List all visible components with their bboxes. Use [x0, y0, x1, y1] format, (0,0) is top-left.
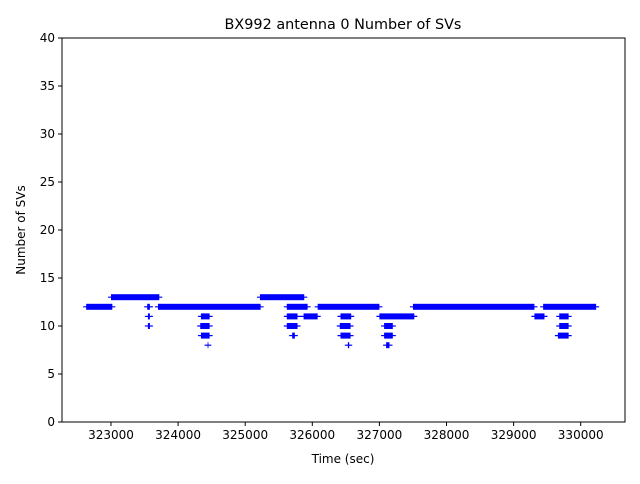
point-run-body	[543, 303, 597, 310]
data-point-run	[197, 323, 213, 329]
data-point-run	[336, 323, 354, 329]
data-point-run	[344, 342, 353, 349]
data-point-run	[154, 303, 264, 310]
point-run-body	[317, 303, 380, 310]
data-point-run	[409, 303, 538, 310]
data-point-run	[283, 323, 301, 329]
data-point-run	[531, 313, 548, 320]
point-run-body	[286, 323, 298, 329]
y-tick-label: 30	[40, 127, 55, 141]
point-run-body	[534, 313, 545, 320]
point-run-body	[147, 323, 150, 329]
x-tick-label: 326000	[289, 428, 335, 442]
data-point-run	[144, 303, 153, 310]
point-run-body	[339, 323, 351, 329]
y-tick-label: 10	[40, 319, 55, 333]
data-point-run	[144, 313, 153, 320]
point-run-body	[292, 332, 295, 339]
data-point-run	[289, 332, 298, 339]
data-point-run	[283, 313, 301, 320]
point-run-body	[207, 342, 209, 349]
point-run-body	[200, 313, 210, 320]
x-tick-label: 324000	[155, 428, 201, 442]
data-point-run	[83, 303, 116, 310]
data-point-run	[540, 303, 600, 310]
data-point-run	[300, 313, 321, 320]
y-tick-label: 25	[40, 175, 55, 189]
point-run-body	[340, 332, 351, 339]
point-run-body	[386, 342, 390, 349]
data-points	[83, 294, 600, 349]
point-run-body	[200, 323, 210, 329]
y-axis-label: Number of SVs	[14, 185, 28, 274]
y-tick-label: 15	[40, 271, 55, 285]
data-point-run	[376, 313, 418, 320]
y-tick-label: 35	[40, 79, 55, 93]
x-tick-label: 329000	[491, 428, 537, 442]
point-run-body	[147, 303, 150, 310]
point-run-body	[86, 303, 113, 310]
x-tick-label: 325000	[222, 428, 268, 442]
data-point-run	[144, 323, 153, 329]
x-tick-label: 328000	[424, 428, 470, 442]
point-run-body	[347, 342, 350, 349]
data-point-run	[383, 342, 393, 349]
data-point-run	[381, 323, 396, 329]
x-axis-label: Time (sec)	[311, 452, 375, 466]
data-point-run	[107, 294, 163, 301]
x-tick-label: 327000	[356, 428, 402, 442]
data-point-run	[314, 303, 383, 310]
x-tick-label: 330000	[558, 428, 604, 442]
y-tick-label: 5	[47, 367, 55, 381]
data-point-run	[556, 313, 572, 320]
point-run-body	[200, 332, 210, 339]
y-tick-label: 0	[47, 415, 55, 429]
point-run-body	[559, 323, 569, 329]
data-point-run	[337, 332, 354, 339]
axis-ticks: 323000 324000 325000 326000 327000 328000 3290…	[40, 31, 604, 442]
point-run-body	[384, 332, 393, 339]
data-point-run	[337, 313, 355, 320]
point-run-body	[286, 303, 308, 310]
plot-frame	[61, 37, 626, 423]
point-run-body	[340, 313, 352, 320]
data-point-run	[204, 342, 212, 349]
point-run-body	[157, 303, 261, 310]
point-run-body	[110, 294, 160, 301]
y-tick-label: 40	[40, 31, 55, 45]
point-run-body	[303, 313, 318, 320]
chart-title: BX992 antenna 0 Number of SVs	[225, 17, 462, 33]
point-run-body	[384, 323, 393, 329]
data-point-run	[197, 332, 213, 339]
data-point-run	[381, 332, 396, 339]
y-tick-label: 20	[40, 223, 55, 237]
point-run-body	[557, 332, 569, 339]
data-point-run	[554, 332, 572, 339]
point-run-body	[559, 313, 569, 320]
data-point-run	[556, 323, 572, 329]
point-run-body	[259, 294, 305, 301]
point-run-body	[412, 303, 535, 310]
data-point-run	[256, 294, 308, 301]
point-run-body	[147, 313, 150, 320]
x-tick-label: 323000	[88, 428, 134, 442]
point-run-body	[286, 313, 298, 320]
data-point-run	[283, 303, 311, 310]
data-point-run	[197, 313, 213, 320]
point-run-body	[379, 313, 415, 320]
